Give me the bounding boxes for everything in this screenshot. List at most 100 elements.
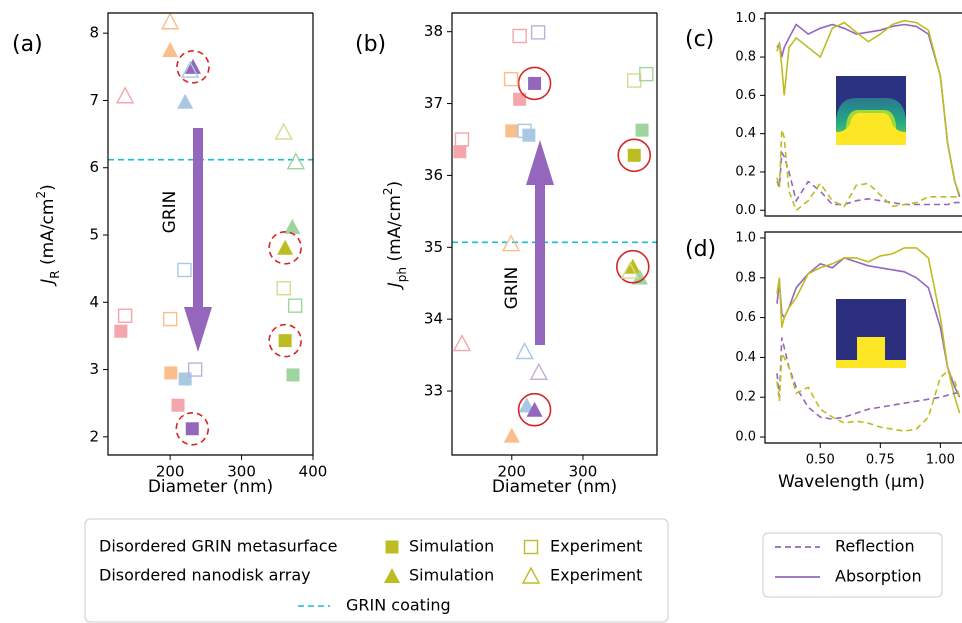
square-marker	[454, 132, 470, 147]
highlight-circle	[268, 323, 302, 358]
triangle-marker	[631, 269, 648, 285]
plot-area	[452, 25, 657, 443]
y-tick-label: 1.0	[735, 11, 756, 26]
highlight-circle	[517, 392, 552, 427]
legend-marker	[384, 568, 400, 583]
highlight-circle	[615, 249, 650, 284]
panel-label: (d)	[685, 237, 716, 262]
y-tick-label: 0.6	[735, 310, 756, 325]
square-marker	[185, 422, 199, 436]
legend-entry: Reflection	[835, 537, 915, 556]
square-marker	[530, 25, 546, 40]
spectrum-line	[776, 19, 961, 196]
triangle-marker	[162, 42, 179, 58]
triangle-marker	[501, 234, 521, 252]
triangle-marker	[518, 397, 535, 413]
square-marker	[453, 145, 467, 159]
y-axis-label: JR (mA/cm2)	[34, 184, 62, 287]
y-tick-label: 4	[89, 293, 99, 311]
grin-arrow	[184, 128, 212, 352]
highlight-circle	[517, 66, 552, 101]
square-marker	[287, 298, 303, 313]
spectrum-line	[776, 337, 960, 420]
y-tick-label: 0.6	[735, 88, 756, 103]
y-tick-label: 6	[89, 158, 99, 176]
y-tick-label: 3	[89, 360, 99, 378]
y-tick-label: 0.8	[735, 270, 756, 285]
legend-marker	[523, 539, 539, 555]
plot-area	[776, 19, 961, 212]
y-tick-label: 1.0	[735, 230, 756, 245]
triangle-marker	[160, 13, 180, 30]
legend-entry: Experiment	[550, 537, 642, 556]
x-tick-label: 1.00	[926, 453, 955, 468]
annotation: GRIN	[160, 191, 180, 234]
axes-frame	[451, 12, 658, 456]
square-marker	[639, 66, 654, 82]
square-marker	[171, 398, 185, 412]
panel-label: (c)	[685, 27, 714, 52]
square-marker	[177, 262, 192, 278]
square-marker	[528, 76, 542, 90]
y-tick-label: 37	[424, 94, 443, 112]
axes-frame	[107, 12, 314, 456]
y-axis-label-part: 2	[381, 187, 395, 195]
y-axis-label-part: J	[385, 282, 405, 290]
x-tick-label: 200	[156, 463, 185, 481]
panel-label: (a)	[12, 32, 43, 57]
square-marker	[522, 128, 536, 142]
triangle-marker	[503, 427, 520, 443]
y-tick-label: 0.2	[735, 164, 756, 179]
y-axis-label-part: 2	[34, 191, 48, 199]
x-tick-label: 300	[569, 463, 598, 481]
x-tick-label: 0.75	[866, 453, 895, 468]
x-axis-label: Diameter (nm)	[148, 477, 273, 497]
y-tick-label: 0.0	[735, 203, 756, 218]
highlight-circle	[268, 230, 302, 265]
y-axis-label-part: )	[385, 181, 405, 188]
y-tick-label: 36	[424, 166, 443, 184]
y-axis-label: Jph (mA/cm2)	[381, 181, 409, 290]
inset-core	[836, 113, 906, 145]
spectrum-line	[776, 247, 961, 414]
inset-core	[836, 360, 906, 368]
plot-area	[108, 13, 313, 446]
highlight-circle	[175, 411, 210, 446]
triangle-marker	[529, 362, 549, 381]
panel-label: (b)	[355, 32, 386, 57]
annotation: GRIN	[502, 267, 522, 310]
y-tick-label: 33	[424, 382, 443, 400]
triangle-marker	[526, 401, 543, 417]
square-marker	[276, 280, 291, 296]
x-axis-label: Diameter (nm)	[492, 477, 617, 497]
insets	[836, 76, 906, 368]
y-tick-label: 35	[424, 238, 443, 256]
plot-area	[776, 247, 961, 432]
square-marker	[278, 334, 292, 348]
y-tick-label: 0.4	[735, 350, 756, 365]
square-marker	[286, 368, 300, 382]
spectrum-line	[776, 150, 960, 206]
square-marker	[635, 123, 649, 137]
triangle-marker	[624, 258, 641, 274]
square-marker	[627, 73, 642, 88]
triangle-marker	[284, 218, 301, 234]
y-axis-label-part: ph	[395, 267, 409, 282]
x-axis-label: Wavelength (μm)	[778, 472, 925, 492]
spectrum-line	[776, 350, 961, 432]
y-tick-label: 38	[424, 22, 443, 40]
square-marker	[187, 362, 203, 377]
legend-row-label: Disordered GRIN metasurface	[99, 537, 337, 556]
square-marker	[627, 148, 641, 162]
triangle-marker	[274, 122, 293, 140]
square-marker	[162, 311, 178, 327]
axes-frame	[764, 12, 962, 217]
y-tick-label: 5	[89, 226, 99, 244]
square-marker	[178, 372, 192, 386]
y-tick-label: 2	[89, 427, 99, 445]
y-tick-label: 34	[424, 310, 443, 328]
y-tick-label: 0.8	[735, 50, 756, 65]
square-marker	[512, 28, 527, 44]
square-marker	[503, 71, 519, 87]
square-marker	[117, 308, 133, 323]
